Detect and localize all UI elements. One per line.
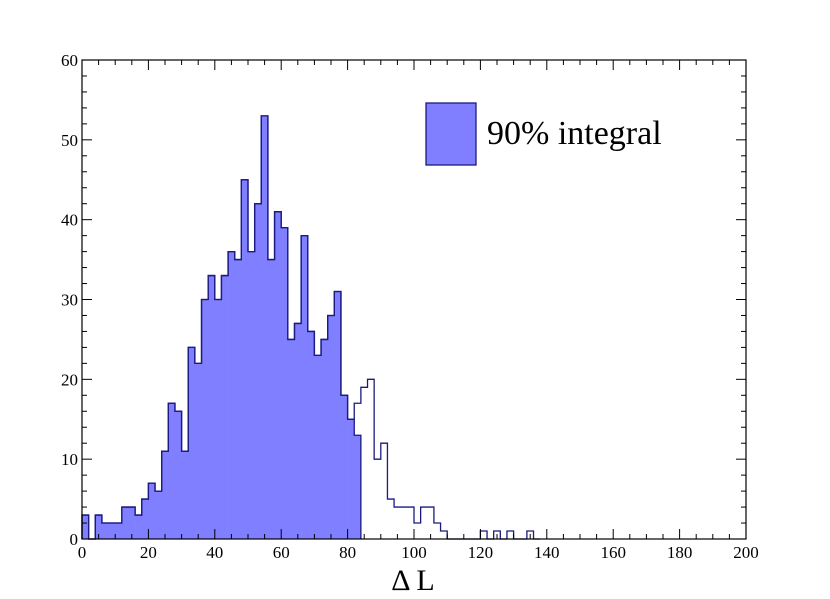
filled-bar — [267, 259, 275, 539]
filled-bar — [248, 251, 255, 539]
filled-bar — [307, 331, 315, 539]
x-tick-label: 80 — [339, 543, 356, 562]
filled-bar — [281, 227, 289, 539]
x-tick-label: 160 — [600, 543, 626, 562]
legend-label: 90% integral — [487, 115, 662, 152]
filled-bar — [135, 515, 143, 539]
filled-bar — [208, 275, 216, 539]
filled-bar — [301, 235, 309, 539]
filled-bar — [188, 347, 196, 539]
filled-bar — [161, 451, 169, 539]
filled-bar — [168, 403, 176, 539]
x-tick-label: 0 — [78, 543, 87, 562]
y-tick-label: 30 — [61, 291, 78, 310]
x-tick-label: 200 — [733, 543, 759, 562]
x-tick-label: 100 — [401, 543, 427, 562]
x-tick-label: 40 — [206, 543, 223, 562]
filled-bar — [194, 363, 202, 539]
legend: 90% integral — [425, 102, 662, 166]
filled-bar — [221, 275, 229, 539]
x-tick-label: 120 — [468, 543, 494, 562]
axis-ticks — [81, 59, 747, 540]
filled-bar — [347, 419, 355, 539]
filled-bar — [340, 395, 348, 539]
filled-bar — [354, 435, 362, 539]
filled-bar — [234, 259, 242, 539]
x-axis-title: Δ L — [391, 564, 434, 597]
x-tick-label: 60 — [273, 543, 290, 562]
filled-bar — [201, 299, 209, 539]
y-tick-label: 0 — [70, 530, 79, 549]
filled-bar — [148, 483, 156, 539]
legend-swatch — [425, 102, 477, 166]
filled-bar — [321, 339, 328, 539]
filled-bar — [121, 507, 129, 539]
filled-bar — [261, 115, 269, 539]
filled-bar — [115, 523, 123, 539]
filled-bar — [95, 515, 103, 539]
filled-bar — [108, 523, 116, 539]
filled-bar — [82, 515, 89, 539]
filled-bar — [128, 507, 136, 539]
filled-bar — [334, 291, 342, 539]
filled-bar — [181, 451, 189, 539]
filled-bar — [254, 203, 262, 539]
x-tick-label: 180 — [667, 543, 693, 562]
filled-bar — [294, 323, 302, 539]
filled-bar — [327, 315, 335, 539]
filled-bar — [287, 339, 295, 539]
filled-bar — [241, 179, 249, 539]
filled-bar — [155, 491, 162, 539]
x-tick-label: 140 — [534, 543, 560, 562]
x-tick-label: 20 — [140, 543, 157, 562]
y-tick-label: 60 — [61, 51, 78, 70]
y-tick-label: 10 — [61, 450, 78, 469]
y-tick-label: 40 — [61, 211, 78, 230]
y-tick-label: 50 — [61, 131, 78, 150]
filled-bar — [274, 211, 282, 539]
y-tick-labels: 0 10 20 30 40 50 60 — [61, 51, 78, 549]
filled-bar — [101, 523, 109, 539]
filled-bar — [174, 411, 182, 539]
filled-bar — [141, 499, 149, 539]
y-tick-label: 20 — [61, 370, 78, 389]
filled-histogram — [82, 115, 362, 539]
filled-bar — [214, 299, 222, 539]
filled-bar — [228, 251, 236, 539]
filled-bar — [314, 355, 322, 539]
x-tick-labels: 0 20 40 60 80 100 120 140 160 180 200 — [78, 543, 759, 562]
